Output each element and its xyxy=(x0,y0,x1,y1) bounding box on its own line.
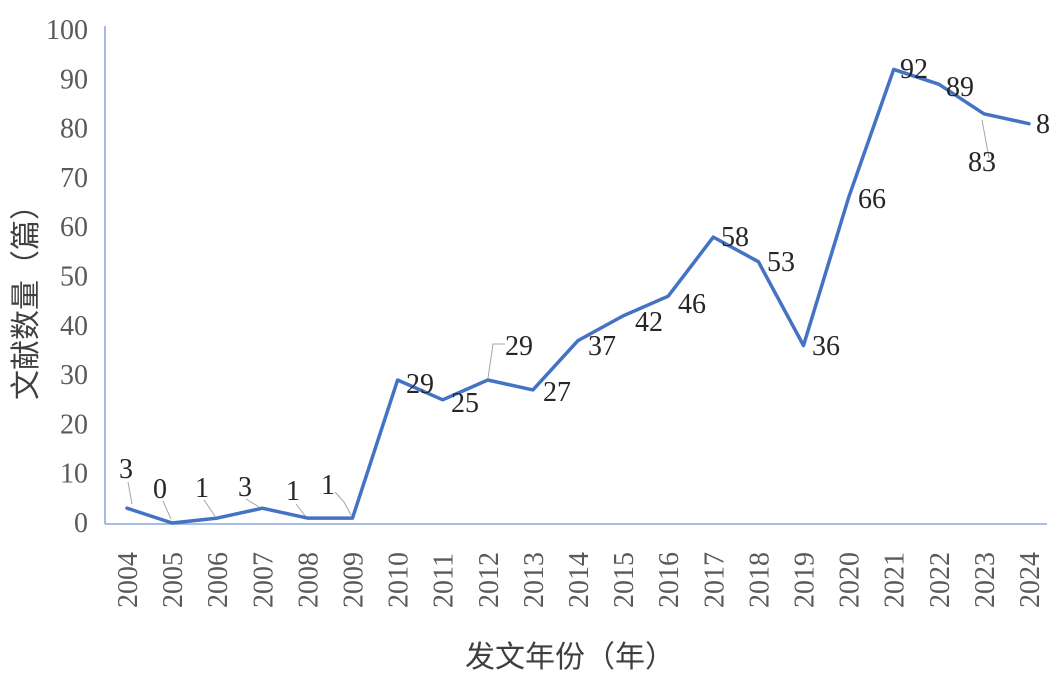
y-tick-label: 70 xyxy=(60,163,88,194)
x-tick-label: 2011 xyxy=(429,553,460,608)
data-point-label: 89 xyxy=(946,72,974,103)
x-tick-label: 2014 xyxy=(564,552,595,608)
x-tick-label: 2017 xyxy=(699,552,730,608)
data-point-label: 42 xyxy=(635,307,663,338)
x-tick-label: 2019 xyxy=(790,552,821,608)
x-tick-label: 2004 xyxy=(113,552,144,608)
x-tick-label: 2023 xyxy=(970,552,1001,608)
x-tick-label: 2007 xyxy=(248,552,279,608)
y-tick-label: 30 xyxy=(60,360,88,391)
leader-line xyxy=(981,119,990,159)
data-point-label: 92 xyxy=(900,54,928,85)
y-tick-label: 50 xyxy=(60,262,88,293)
x-tick-label: 2022 xyxy=(925,552,956,608)
y-tick-label: 60 xyxy=(60,212,88,243)
x-tick-label: 2005 xyxy=(158,552,189,608)
leader-line xyxy=(127,481,133,505)
data-point-label: 29 xyxy=(406,369,434,400)
leader-line xyxy=(203,499,216,517)
x-tick-label: 2006 xyxy=(203,552,234,608)
x-tick-label: 2018 xyxy=(744,552,775,608)
y-tick-label: 20 xyxy=(60,409,88,440)
data-point-label: 83 xyxy=(968,147,996,178)
x-tick-label: 2008 xyxy=(293,552,324,608)
y-tick-label: 90 xyxy=(60,64,88,95)
data-point-label: 53 xyxy=(767,247,795,278)
data-point-label: 3 xyxy=(119,454,133,485)
y-axis-title: 文献数量（篇） xyxy=(10,190,43,400)
x-tick-label: 2009 xyxy=(339,552,370,608)
y-tick-label: 100 xyxy=(46,15,88,46)
data-point-label: 25 xyxy=(451,388,479,419)
x-tick-label: 2010 xyxy=(384,552,415,608)
data-point-label: 8 xyxy=(1036,109,1050,140)
x-tick-label: 2012 xyxy=(474,552,505,608)
y-tick-label: 40 xyxy=(60,311,88,342)
data-point-label: 3 xyxy=(238,472,252,503)
x-tick-label: 2021 xyxy=(880,552,911,608)
leader-line xyxy=(487,343,505,379)
x-tick-label: 2016 xyxy=(654,552,685,608)
y-tick-label: 80 xyxy=(60,114,88,145)
data-point-label: 0 xyxy=(153,474,167,505)
data-point-label: 27 xyxy=(543,377,571,408)
y-tick-label: 0 xyxy=(74,508,88,539)
leader-line xyxy=(334,491,352,516)
data-point-label: 66 xyxy=(858,184,886,215)
x-tick-label: 2015 xyxy=(609,552,640,608)
y-tick-label: 10 xyxy=(60,459,88,490)
data-point-label: 58 xyxy=(721,222,749,253)
data-point-label: 1 xyxy=(286,476,300,507)
data-point-label: 36 xyxy=(812,331,840,362)
leader-line xyxy=(295,503,307,518)
data-series-line xyxy=(125,67,1031,525)
x-axis-title: 发文年份（年） xyxy=(465,641,675,674)
data-point-label: 1 xyxy=(321,470,335,501)
data-point-label: 1 xyxy=(195,473,209,504)
x-tick-label: 2020 xyxy=(835,552,866,608)
x-tick-label: 2024 xyxy=(1015,552,1046,608)
data-point-label: 29 xyxy=(505,331,533,362)
data-point-label: 46 xyxy=(678,289,706,320)
leader-line xyxy=(162,500,172,520)
data-point-label: 37 xyxy=(588,331,616,362)
x-tick-label: 2013 xyxy=(519,552,550,608)
leader-line xyxy=(245,498,260,508)
